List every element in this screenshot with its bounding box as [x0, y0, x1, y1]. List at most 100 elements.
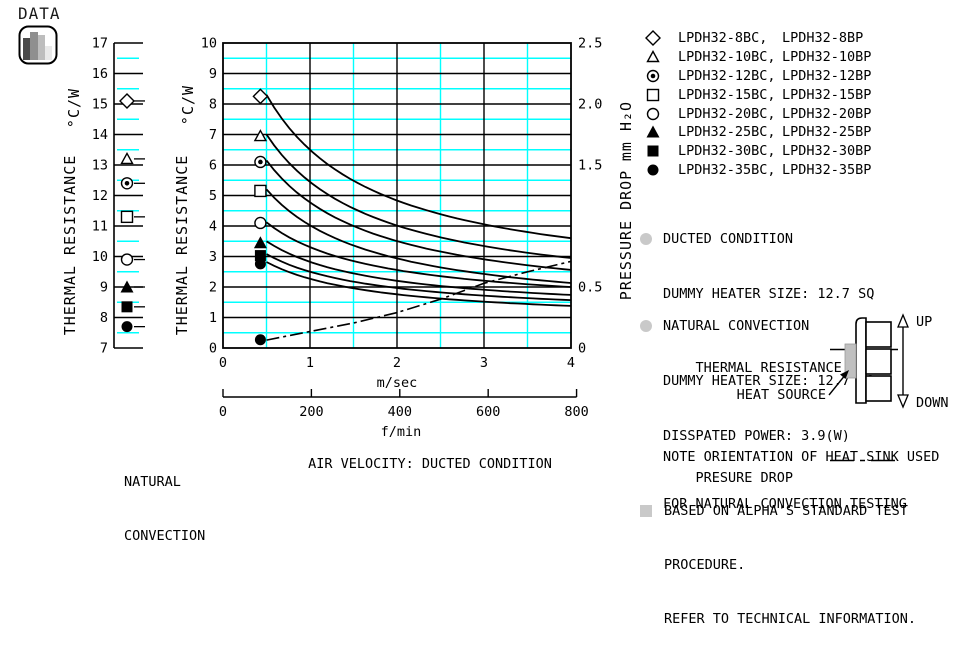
marker-triangle-open [646, 50, 660, 63]
heat-sink-fins [865, 321, 892, 402]
left-y-tick-label: 7 [209, 127, 217, 143]
y-tick-label: 11 [92, 219, 108, 235]
right-y-tick-label: 0 [578, 341, 586, 357]
ducted-heater-size: DUMMY HEATER SIZE: 12.7 SQ [663, 286, 875, 303]
marker-circle-open [646, 107, 660, 120]
footer-note: BASED ON ALPHA'S STANDARD TEST PROCEDURE… [640, 466, 916, 646]
x-tick-label: 2 [393, 355, 401, 371]
curve-LPDH32-12BC [265, 159, 572, 271]
right-y-tick-label: 0.5 [578, 280, 602, 296]
y-axis-unit-label: °C/W [65, 88, 83, 128]
pressure-drop-line [266, 260, 572, 341]
marker-square-filled [647, 145, 659, 157]
right-y-tick-label: 1.5 [578, 158, 602, 174]
legend: LPDH32-8BC, LPDH32-8BP LPDH32-10BC, LPDH32-… [644, 29, 871, 179]
natural-convection-strip: 7 8 9 10 11 12 13 14 15 16 17 °C/W THERMAL RESISTANC… [61, 36, 145, 357]
left-y-tick-label: 6 [209, 158, 217, 174]
y-axis-label: THERMAL RESISTANCE [61, 155, 79, 336]
legend-model-bc: LPDH32-20BC, [678, 105, 776, 122]
y-tick-label: 13 [92, 158, 108, 174]
curve-LPDH32-20BC [265, 221, 572, 288]
marker-triangle-filled [253, 236, 267, 249]
bar-chart-icon [18, 25, 58, 65]
legend-model-bp: LPDH32-35BP [782, 161, 872, 178]
up-label: UP [916, 314, 932, 330]
y-tick-label: 16 [92, 66, 108, 82]
ducted-note-title: DUCTED CONDITION [663, 230, 794, 247]
legend-item: LPDH32-15BC, LPDH32-15BP [644, 85, 871, 104]
marker-triangle-filled [120, 280, 134, 293]
legend-model-bc: LPDH32-8BC, [678, 30, 768, 47]
curve-LPDH32-8BC [265, 94, 572, 240]
x-tick-label: 1 [306, 355, 314, 371]
legend-model-bp: LPDH32-12BP [782, 67, 872, 84]
legend-model-bc: LPDH32-25BC, [678, 124, 776, 141]
down-label: DOWN [916, 395, 949, 411]
curve-LPDH32-25BC [266, 240, 572, 296]
left-y-tick-label: 8 [209, 97, 217, 113]
legend-item: LPDH32-8BC, LPDH32-8BP [644, 29, 871, 48]
marker-fisheye [120, 177, 134, 190]
right-y-tick-label: 2.5 [578, 36, 602, 52]
legend-model-bp: LPDH32-15BP [782, 86, 872, 103]
x-tick-label: 4 [567, 355, 575, 371]
gray-square-bullet-icon [640, 505, 652, 517]
right-y-axis-unit-label: mm H₂O [617, 101, 635, 161]
secondary-x-tick-label: 0 [219, 404, 227, 420]
legend-item: LPDH32-30BC, LPDH32-30BP [644, 142, 871, 161]
marker-square-open [120, 210, 134, 224]
legend-marker-diamond-open [644, 29, 678, 47]
left-y-tick-label: 4 [209, 219, 217, 235]
diamond-open-icon [645, 30, 661, 47]
secondary-x-tick-label: 200 [299, 404, 323, 420]
legend-model-bp: LPDH32-10BP [782, 49, 872, 66]
x-tick-label: 0 [219, 355, 227, 371]
legend-item: LPDH32-10BC, LPDH32-10BP [644, 48, 871, 67]
y-tick-label: 7 [100, 341, 108, 357]
legend-marker-square-open [644, 86, 678, 104]
marker-diamond-open [119, 92, 135, 109]
curve-LPDH32-30BC [266, 253, 572, 301]
y-tick-label: 10 [92, 249, 108, 265]
left-y-axis-unit-label: °C/W [179, 85, 197, 125]
marker-circle-filled [254, 258, 266, 270]
legend-model-bc: LPDH32-35BC, [678, 161, 776, 178]
legend-marker-fisheye [644, 67, 678, 85]
marker-diamond-open [645, 30, 661, 47]
legend-marker-triangle-open [644, 48, 678, 66]
secondary-x-tick-label: 400 [388, 404, 412, 420]
curve-LPDH32-35BC [266, 261, 572, 307]
x-tick-label: 3 [480, 355, 488, 371]
marker-circle-open [120, 253, 134, 266]
legend-item: LPDH32-12BC, LPDH32-12BP [644, 67, 871, 86]
right-y-tick-label: 2.0 [578, 97, 602, 113]
x-axis-primary-label: m/sec [377, 375, 418, 391]
up-down-arrow-icon [897, 313, 909, 409]
legend-item: LPDH32-20BC, LPDH32-20BP [644, 104, 871, 123]
legend-model-bc: LPDH32-30BC, [678, 143, 776, 160]
y-tick-label: 17 [92, 36, 108, 52]
legend-model-bp: LPDH32-8BP [782, 30, 864, 47]
legend-model-bc: LPDH32-15BC, [678, 86, 776, 103]
dissipated-power: DISSPATED POWER: 3.9(W) [663, 428, 850, 445]
legend-marker-circle-filled [644, 161, 678, 179]
pressure-drop-key: PRESURE DROP [640, 451, 898, 525]
left-y-tick-label: 5 [209, 188, 217, 204]
fisheye-icon [646, 69, 660, 83]
left-y-tick-label: 3 [209, 249, 217, 265]
marker-square-filled [121, 301, 133, 313]
legend-model-bc: LPDH32-10BC, [678, 49, 776, 66]
legend-model-bc: LPDH32-12BC, [678, 67, 776, 84]
curve-LPDH32-15BC [265, 188, 572, 284]
marker-fisheye [646, 69, 660, 83]
heat-source-arrow-icon [828, 370, 849, 396]
icon-bars [23, 32, 52, 60]
marker-square-filled [254, 250, 266, 262]
y-tick-label: 9 [100, 280, 108, 296]
heat-sink-orientation-diagram: HEAT SOURCE UP DOWN [737, 313, 949, 411]
legend-model-bp: LPDH32-20BP [782, 105, 872, 122]
triangle-open-icon [646, 50, 660, 63]
left-y-tick-label: 0 [209, 341, 217, 357]
square-open-icon [646, 88, 660, 101]
